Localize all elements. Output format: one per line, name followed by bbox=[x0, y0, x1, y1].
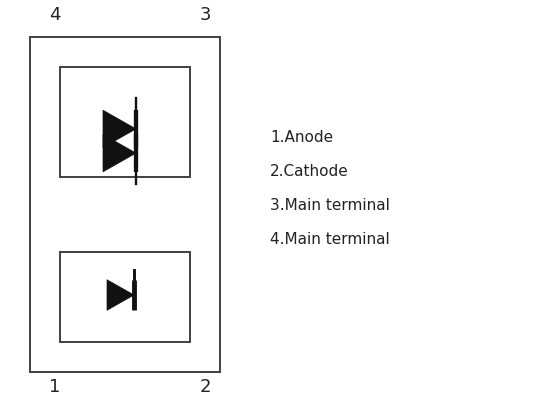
Bar bbox=[60, 67, 190, 177]
Polygon shape bbox=[103, 135, 136, 172]
Text: 2.Cathode: 2.Cathode bbox=[270, 164, 349, 179]
Text: 1.Anode: 1.Anode bbox=[270, 129, 333, 145]
Text: 3: 3 bbox=[199, 6, 211, 24]
Polygon shape bbox=[107, 280, 134, 310]
Text: 2: 2 bbox=[199, 378, 211, 396]
Text: 3.Main terminal: 3.Main terminal bbox=[270, 197, 390, 212]
Bar bbox=[30, 37, 220, 372]
Text: 4: 4 bbox=[49, 6, 61, 24]
Bar bbox=[60, 252, 190, 342]
Text: 4.Main terminal: 4.Main terminal bbox=[270, 231, 390, 247]
Text: 1: 1 bbox=[49, 378, 61, 396]
Polygon shape bbox=[103, 110, 136, 148]
